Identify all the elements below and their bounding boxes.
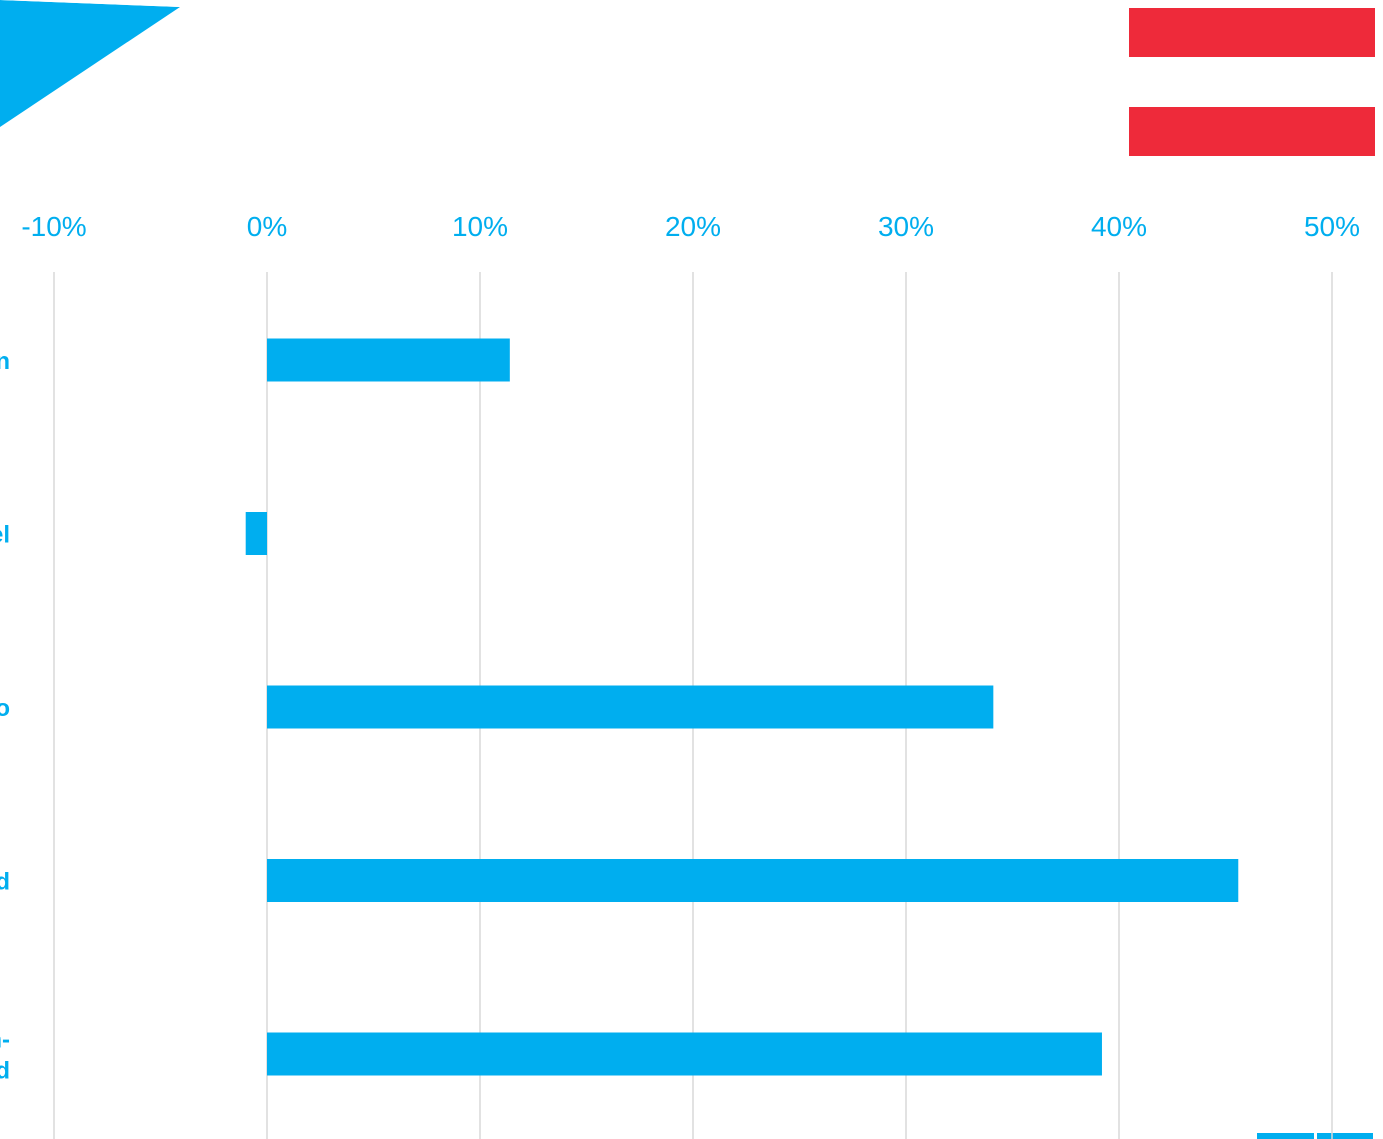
x-tick-label: 50% — [1304, 211, 1360, 242]
category-label: o — [0, 695, 10, 722]
category-labels: n el o d n-d — [0, 348, 10, 1085]
blue-corner-triangle — [0, 0, 180, 127]
bar — [245, 512, 267, 555]
bars — [245, 338, 1239, 1076]
flag-stripe-middle — [1129, 57, 1375, 107]
x-axis-ticks: -10% 0% 10% 20% 30% 40% 50% — [21, 211, 1360, 242]
flag-stripe-bottom — [1129, 107, 1375, 156]
bar — [267, 1032, 1102, 1076]
category-label: d — [0, 869, 10, 896]
bar — [267, 685, 994, 729]
x-tick-label: 30% — [878, 211, 934, 242]
x-tick-label: 0% — [247, 211, 287, 242]
category-label: n — [0, 348, 10, 375]
x-tick-label: 40% — [1091, 211, 1147, 242]
corner-block-gap — [1314, 1133, 1317, 1139]
category-label: n- — [0, 1027, 10, 1054]
x-tick-label: -10% — [21, 211, 86, 242]
x-tick-label: 10% — [452, 211, 508, 242]
corner-triangle-edge — [0, 0, 180, 7]
x-tick-label: 20% — [665, 211, 721, 242]
flag-stripe-top — [1129, 8, 1375, 57]
category-label: el — [0, 522, 10, 549]
bar — [267, 859, 1239, 902]
category-label: d — [0, 1058, 10, 1085]
bar — [267, 338, 510, 382]
